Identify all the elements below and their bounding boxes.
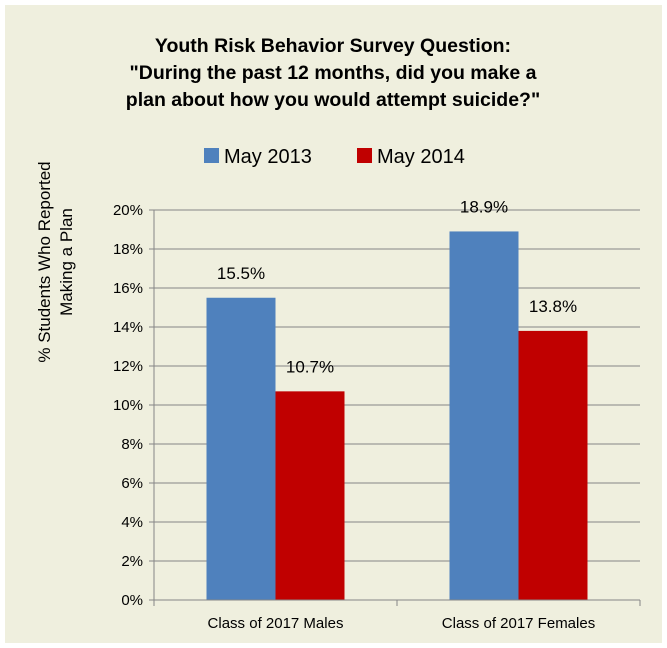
y-axis-ticks: 0% 2% 4% 6% 8% 10% 12% 14% 16% 18% 20% (113, 202, 154, 609)
x-tick-label: Class of 2017 Males (208, 615, 344, 632)
bars (206, 231, 588, 600)
y-tick-label: 10% (113, 397, 143, 414)
y-axis-label-line-1: % Students Who Reported (35, 161, 54, 362)
bar-value-label: 18.9% (460, 197, 508, 216)
chart-title-line-1: Youth Risk Behavior Survey Question: (155, 35, 511, 57)
chart-legend: May 2013 May 2014 (204, 146, 465, 168)
chart-title-line-3: plan about how you would attempt suicide… (126, 89, 540, 111)
y-tick-label: 20% (113, 202, 143, 219)
bar (449, 231, 519, 600)
x-axis-ticks: Class of 2017 Males Class of 2017 Females (153, 600, 641, 632)
y-tick-label: 14% (113, 319, 143, 336)
bar-value-label: 10.7% (286, 357, 334, 376)
y-tick-label: 16% (113, 280, 143, 297)
x-tick-label: Class of 2017 Females (442, 615, 595, 632)
y-tick-label: 0% (121, 592, 143, 609)
legend-swatch-may-2014 (357, 148, 372, 163)
bar-value-label: 15.5% (217, 264, 265, 283)
y-tick-label: 8% (121, 436, 143, 453)
chart-title: Youth Risk Behavior Survey Question: "Du… (126, 35, 540, 111)
bar (206, 297, 276, 600)
y-tick-label: 4% (121, 514, 143, 531)
legend-label-may-2013: May 2013 (224, 146, 312, 168)
legend-swatch-may-2013 (204, 148, 219, 163)
y-axis-label-line-2: Making a Plan (57, 208, 76, 316)
y-axis-label: % Students Who Reported Making a Plan (35, 161, 76, 362)
bar (275, 391, 345, 600)
data-labels: 15.5% 10.7% 18.9% 13.8% (217, 197, 577, 376)
bar (518, 330, 588, 600)
y-tick-label: 12% (113, 358, 143, 375)
y-tick-label: 18% (113, 241, 143, 258)
chart-title-line-2: "During the past 12 months, did you make… (130, 62, 537, 84)
bar-value-label: 13.8% (529, 297, 577, 316)
y-tick-label: 2% (121, 553, 143, 570)
legend-label-may-2014: May 2014 (377, 146, 465, 168)
y-tick-label: 6% (121, 475, 143, 492)
